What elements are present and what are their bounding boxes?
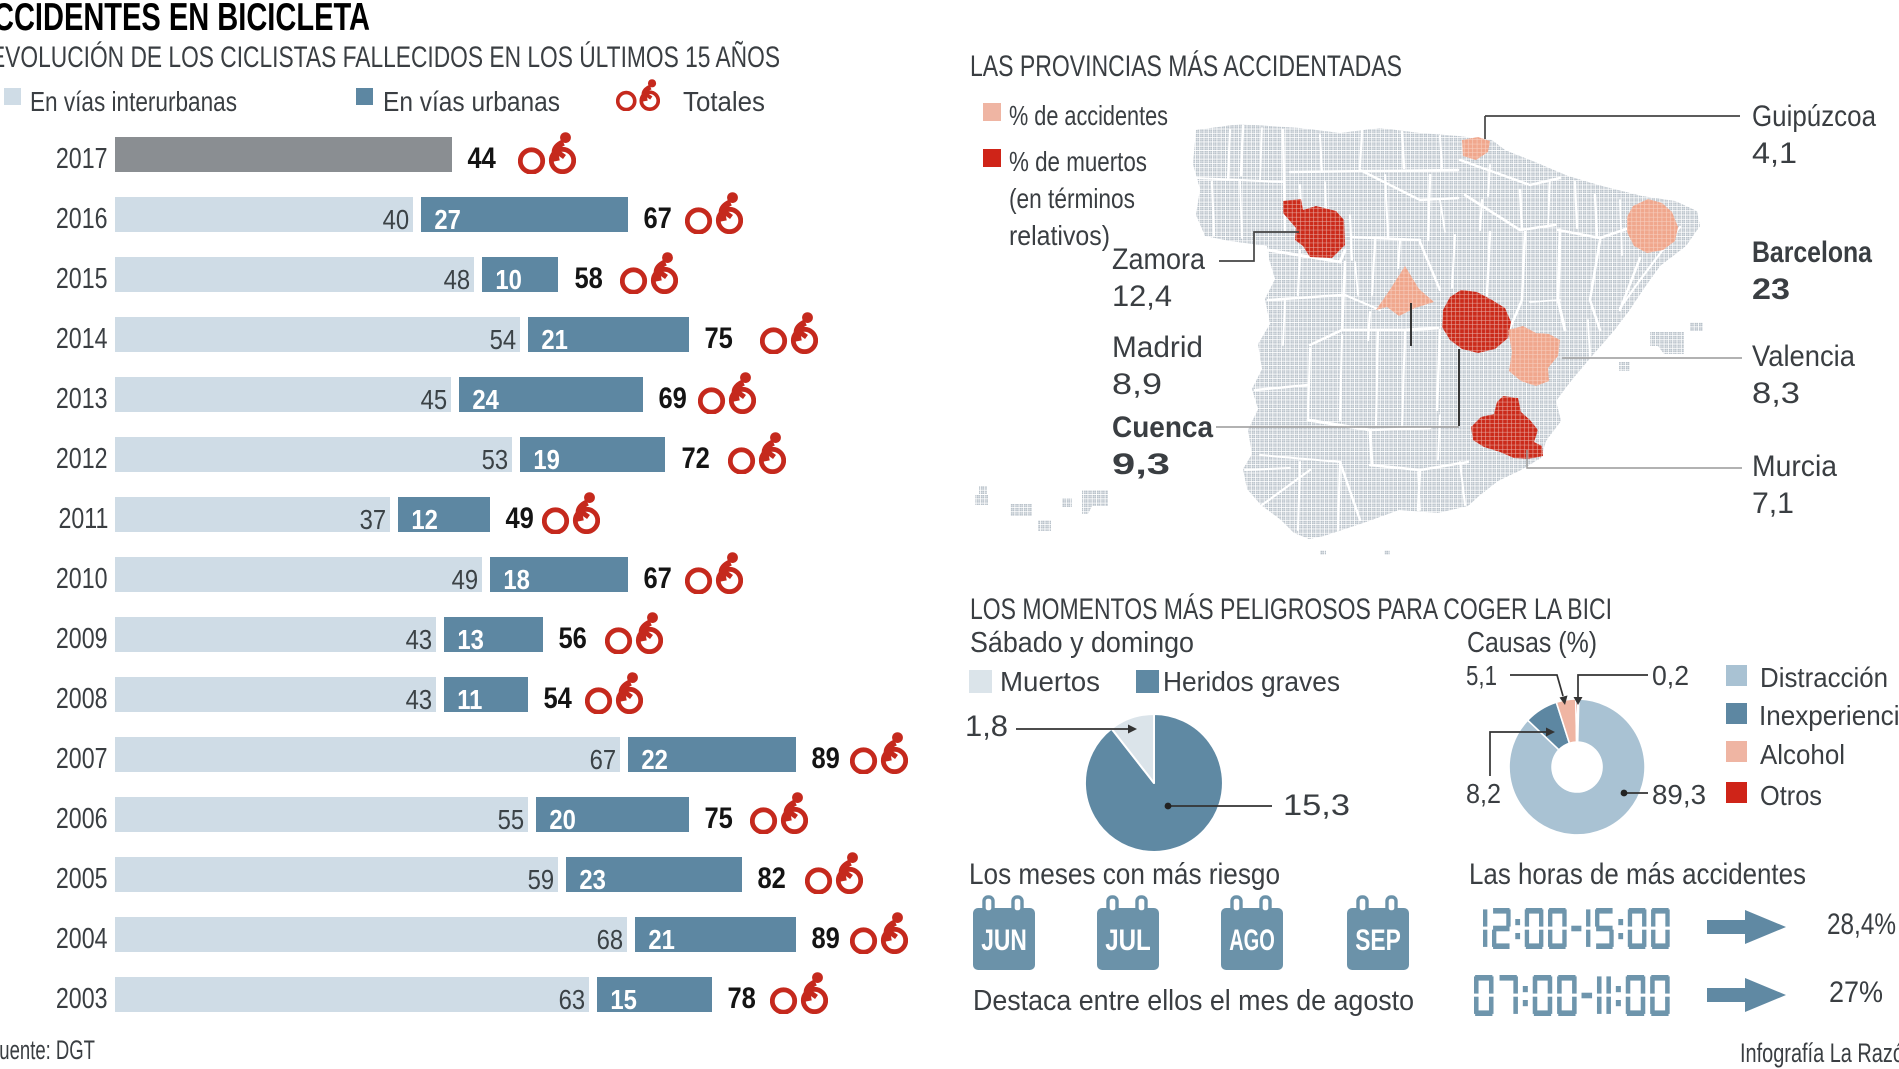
svg-text:JUN: JUN bbox=[981, 924, 1027, 957]
svg-text:JUL: JUL bbox=[1105, 924, 1151, 957]
svg-text:SEP: SEP bbox=[1355, 924, 1401, 957]
svg-text:AGO: AGO bbox=[1229, 924, 1275, 957]
